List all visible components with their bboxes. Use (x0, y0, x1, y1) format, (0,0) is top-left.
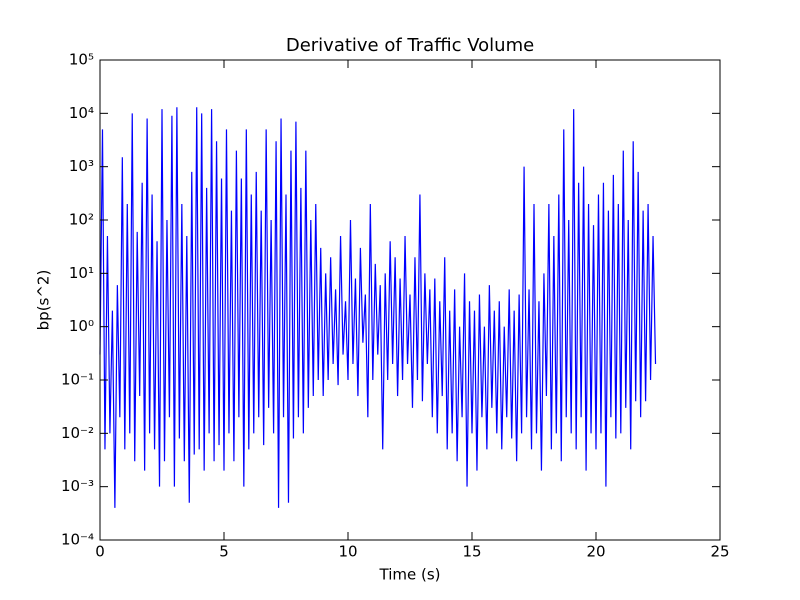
x-tick-label: 5 (219, 543, 229, 561)
x-tick-label: 10 (338, 543, 357, 561)
data-line (99, 107, 657, 508)
y-tick-label: 10² (69, 211, 94, 229)
y-tick-label: 10⁻⁴ (61, 531, 94, 549)
y-tick-label: 10³ (69, 157, 94, 175)
y-tick-label: 10⁻² (61, 424, 94, 442)
x-tick-label: 0 (95, 543, 105, 561)
plot-frame (99, 59, 721, 541)
y-tick-label: 10⁰ (69, 317, 94, 335)
x-tick-label: 20 (586, 543, 605, 561)
y-tick-label: 10⁵ (69, 51, 94, 69)
y-axis-label: bp(s^2) (35, 270, 53, 331)
y-tick-label: 10⁴ (69, 104, 94, 122)
x-tick-label: 15 (462, 543, 481, 561)
x-tick-label: 25 (710, 543, 729, 561)
y-tick-label: 10¹ (69, 264, 94, 282)
x-axis-label: Time (s) (379, 566, 441, 584)
chart-title: Derivative of Traffic Volume (286, 35, 534, 56)
y-tick-label: 10⁻³ (61, 477, 94, 495)
y-tick-label: 10⁻¹ (61, 371, 94, 389)
